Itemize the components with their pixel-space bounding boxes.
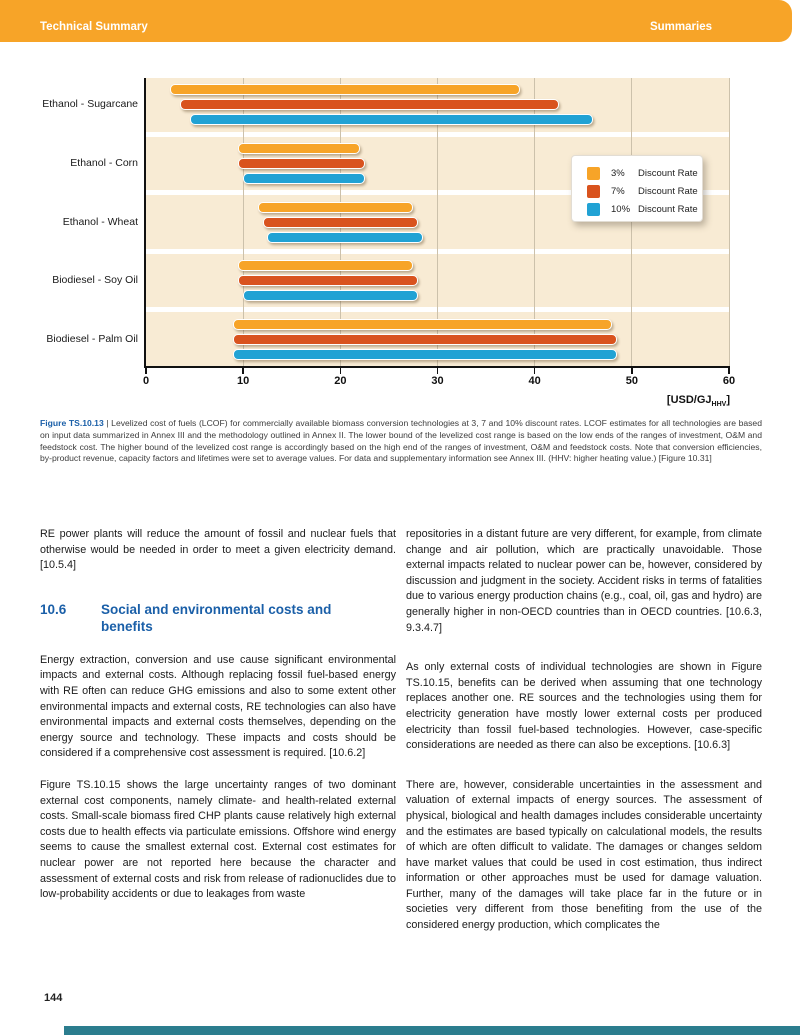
bar <box>233 318 613 330</box>
bar <box>180 99 559 111</box>
paragraph: There are, however, considerable uncerta… <box>406 778 762 932</box>
legend-row: 10% Discount Rate <box>587 201 702 218</box>
legend-swatch-7pct <box>587 185 600 198</box>
right-column: repositories in a distant future are ver… <box>406 527 762 934</box>
paragraph: Energy extraction, conversion and use ca… <box>40 653 396 760</box>
legend-swatch-3pct <box>587 167 600 180</box>
y-axis-line <box>144 78 146 368</box>
header-bar: Technical Summary Summaries <box>0 0 792 42</box>
bar <box>238 142 360 154</box>
unit-suffix: ] <box>726 394 730 406</box>
page-number: 144 <box>44 992 63 1004</box>
category-label: Ethanol - Sugarcane <box>42 98 138 111</box>
gridline <box>631 78 633 366</box>
bar <box>257 201 414 213</box>
gridline <box>728 78 730 366</box>
bar <box>262 216 419 228</box>
x-tick-label: 10 <box>237 375 250 387</box>
bar <box>233 348 618 360</box>
footer-bar <box>64 1026 800 1035</box>
legend-row: 7% Discount Rate <box>587 183 702 200</box>
section-number: 10.6 <box>40 601 67 617</box>
x-tick-label: 50 <box>625 375 638 387</box>
bar <box>233 333 618 345</box>
gridline <box>437 78 438 366</box>
bar <box>170 84 521 96</box>
figure-caption: Figure TS.10.13 | Levelized cost of fuel… <box>40 418 762 465</box>
legend-row: 3% Discount Rate <box>587 165 702 182</box>
caption-separator: | <box>103 418 112 428</box>
bar <box>243 290 419 302</box>
x-tick <box>339 368 342 374</box>
x-tick-label: 60 <box>722 375 736 387</box>
bar <box>267 231 423 243</box>
bar <box>238 157 365 169</box>
bar <box>238 275 419 287</box>
legend-pct: 10% <box>611 204 631 215</box>
unit-prefix: [USD/GJ <box>666 394 712 406</box>
x-axis-line <box>144 366 730 368</box>
gridline <box>534 78 536 366</box>
paragraph: repositories in a distant future are ver… <box>406 528 762 634</box>
bar <box>238 260 414 272</box>
x-tick <box>436 368 439 374</box>
category-label: Ethanol - Corn <box>70 156 138 169</box>
left-column: RE power plants will reduce the amount o… <box>40 527 396 903</box>
legend-pct: 3% <box>611 168 625 179</box>
unit-subscript: HHV <box>711 401 727 409</box>
x-tick-label: 30 <box>431 375 444 387</box>
gridline <box>242 78 244 366</box>
x-tick <box>728 368 730 374</box>
plot-area <box>146 78 730 366</box>
paragraph: RE power plants will reduce the amount o… <box>40 528 396 572</box>
paragraph: As only external costs of individual tec… <box>406 661 762 752</box>
legend-pct: 7% <box>611 186 625 197</box>
legend-swatch-10pct <box>587 203 600 216</box>
header-right-label: Summaries <box>649 21 712 33</box>
category-label: Biodiesel - Palm Oil <box>46 332 138 345</box>
legend: 3% Discount Rate 7% Discount Rate 10% Di… <box>571 155 703 222</box>
bar <box>243 172 365 184</box>
category-label: Biodiesel - Soy Oil <box>52 274 138 287</box>
category-label: Ethanol - Wheat <box>62 215 138 228</box>
x-tick-label: 20 <box>334 375 347 387</box>
x-tick-label: 40 <box>528 375 541 387</box>
figure-chart: 3% Discount Rate 7% Discount Rate 10% Di… <box>0 28 800 448</box>
caption-text: Levelized cost of fuels (LCOF) for comme… <box>40 418 762 464</box>
header-left-label: Technical Summary <box>40 21 148 33</box>
section-title: Social and environmental costs and benef… <box>101 601 332 635</box>
x-tick <box>242 368 244 374</box>
caption-label: Figure TS.10.13 <box>40 418 104 428</box>
x-tick-label: 0 <box>142 375 150 387</box>
legend-label: Discount Rate <box>638 186 698 197</box>
x-tick <box>533 368 536 374</box>
legend-label: Discount Rate <box>638 204 698 215</box>
section-heading: 10.6 Social and environmental costs and … <box>40 601 396 636</box>
paragraph: Figure TS.10.15 shows the large uncertai… <box>40 778 396 901</box>
x-tick <box>631 368 633 374</box>
bar <box>189 114 593 126</box>
legend-label: Discount Rate <box>638 168 698 179</box>
x-axis-unit-label: [USD/GJHHV] <box>430 394 730 408</box>
x-tick <box>145 368 147 374</box>
